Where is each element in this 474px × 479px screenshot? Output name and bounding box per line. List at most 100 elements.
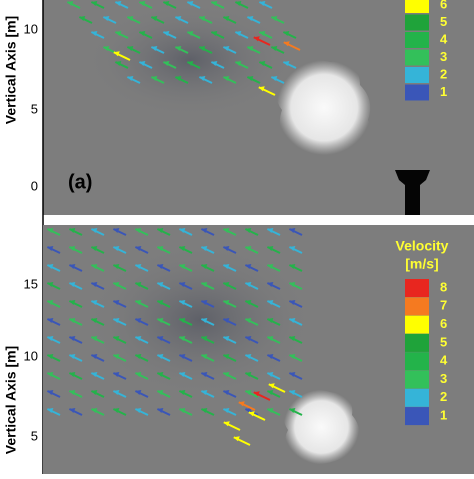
legend-label: 1 <box>440 84 447 99</box>
vector-head <box>113 371 120 377</box>
vector-head <box>201 317 208 323</box>
vector-head <box>135 245 142 251</box>
vector-head <box>135 227 142 233</box>
vector-head <box>223 263 230 269</box>
vector-field <box>46 227 303 446</box>
legend-swatch <box>405 279 429 297</box>
vector-head <box>223 227 230 233</box>
vector-head <box>289 389 296 395</box>
vector-head <box>103 45 110 51</box>
vector-head <box>289 317 296 323</box>
vector-head <box>69 299 76 305</box>
vector-head <box>201 371 208 377</box>
panel-b: Vertical Axis [m] 15 10 5 Velocity [m/s]… <box>3 225 474 474</box>
vector-head <box>267 263 274 269</box>
vector-head <box>115 60 122 66</box>
vector-head <box>47 299 54 305</box>
legend-swatch <box>405 14 429 31</box>
vector-head <box>223 371 230 377</box>
legend-swatch <box>405 49 429 66</box>
vector-head <box>271 15 278 21</box>
vector-head <box>199 15 206 21</box>
vector-head <box>47 245 54 251</box>
y-tick-label: 5 <box>31 428 38 443</box>
vector-head <box>139 30 146 36</box>
vector-head <box>69 353 76 359</box>
vector-head <box>69 317 76 323</box>
vector-head <box>179 227 186 233</box>
vector-head <box>47 407 54 413</box>
vector-head <box>47 371 54 377</box>
legend-label: 4 <box>440 353 448 368</box>
y-axis-label: Vertical Axis [m] <box>3 16 19 124</box>
vector-head <box>91 227 98 233</box>
vector-head <box>201 389 208 395</box>
dark-region <box>80 240 320 400</box>
vector-head <box>187 0 194 6</box>
vector-head <box>113 335 120 341</box>
vector-head <box>175 75 182 81</box>
vector-head <box>267 281 274 287</box>
vector-head <box>201 353 208 359</box>
legend-swatch <box>405 84 429 101</box>
y-tick-label: 10 <box>24 21 38 36</box>
vector-head <box>245 371 252 377</box>
vector-head <box>201 263 208 269</box>
vector-head <box>253 391 260 397</box>
vector-head <box>175 45 182 51</box>
vector-head <box>91 389 98 395</box>
legend-swatch <box>405 370 429 389</box>
vector-head <box>175 15 182 21</box>
vector-head <box>187 30 194 36</box>
vector-head <box>245 245 252 251</box>
vector-head <box>223 299 230 305</box>
vector-head <box>283 41 290 47</box>
vector-head <box>201 335 208 341</box>
vector-head <box>289 407 296 413</box>
vector-head <box>139 60 146 66</box>
legend: 8 7 6 5 4 3 2 1 <box>405 279 448 426</box>
vector-head <box>235 30 242 36</box>
vector-head <box>91 335 98 341</box>
legend-swatch <box>405 333 429 352</box>
vector-head <box>223 389 230 395</box>
vector-head <box>113 245 120 251</box>
vector-head <box>113 51 120 57</box>
vector-head <box>151 15 158 21</box>
legend-label: 8 <box>440 279 447 294</box>
vector-head <box>47 281 54 287</box>
vector-head <box>127 15 134 21</box>
vector-head <box>135 335 142 341</box>
legend-label: 1 <box>440 408 447 423</box>
vector-head <box>223 353 230 359</box>
y-tick-label: 10 <box>24 348 38 363</box>
chimney <box>395 170 430 215</box>
vector-head <box>179 281 186 287</box>
vector-head <box>91 407 98 413</box>
vector-head <box>245 281 252 287</box>
vector-head <box>103 15 110 21</box>
vector-head <box>223 281 230 287</box>
vector-head <box>201 281 208 287</box>
legend-label: 5 <box>440 14 447 29</box>
vector-head <box>127 75 134 81</box>
vector-head <box>91 245 98 251</box>
vector-head <box>179 335 186 341</box>
vector-head <box>69 281 76 287</box>
vector-head <box>163 60 170 66</box>
legend-label: 3 <box>440 371 447 386</box>
vector-head <box>135 317 142 323</box>
vector-head <box>179 299 186 305</box>
panel-label: (a) <box>68 171 92 193</box>
vector-head <box>157 227 164 233</box>
vector-head <box>47 335 54 341</box>
legend-swatch <box>405 0 429 13</box>
vector-head <box>157 335 164 341</box>
vector-head <box>163 0 170 6</box>
vector-head <box>47 389 54 395</box>
vector-head <box>271 75 278 81</box>
vector-head <box>69 389 76 395</box>
vector-head <box>179 263 186 269</box>
vector-head <box>267 389 274 395</box>
legend-swatch <box>405 32 429 48</box>
